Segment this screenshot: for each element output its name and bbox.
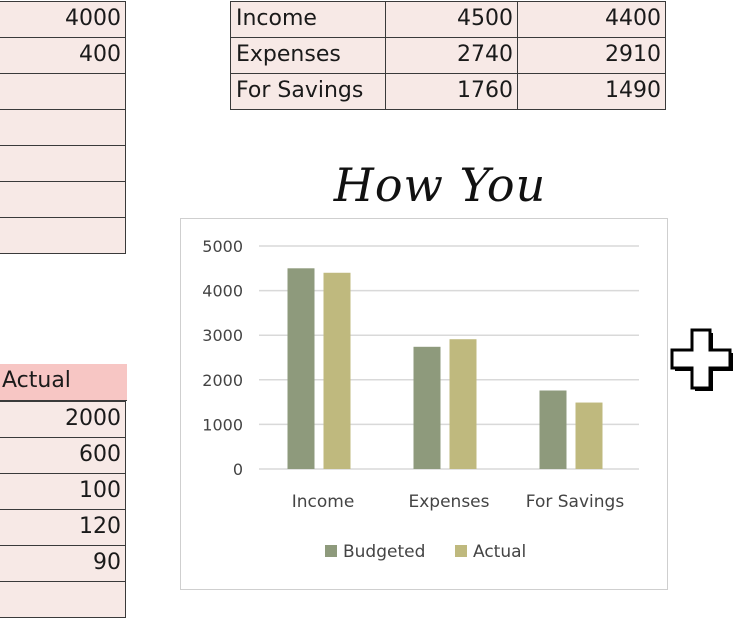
chart-area[interactable]: 0 1000 2000 3000 4000 5000 Income Expenses For S… [180,218,668,590]
legend-label: Actual [473,542,526,562]
bar-chart: 0 1000 2000 3000 4000 5000 Income Expenses For S… [202,237,639,562]
left-cell-r6[interactable] [0,181,126,218]
actual-header: Actual [0,364,127,401]
actual-cell-r5[interactable]: 90 [0,545,126,582]
summary-budgeted[interactable]: 2740 [385,37,518,74]
x-tick-label: Expenses [409,492,490,512]
actual-cell-r4[interactable]: 120 [0,509,126,546]
left-cell-r3[interactable] [0,73,126,110]
actual-cell-r1[interactable]: 2000 [0,401,126,438]
y-tick-label: 0 [233,460,243,479]
x-tick-label: For Savings [526,492,625,512]
y-tick-label: 2000 [202,371,243,390]
summary-label[interactable]: For Savings [230,73,386,110]
summary-label[interactable]: Income [230,1,386,38]
legend-label: Budgeted [343,542,425,562]
legend-swatch [455,545,467,557]
chart-title: How You Did [333,158,547,302]
left-cell-r2[interactable]: 400 [0,37,126,74]
left-cell-r4[interactable] [0,109,126,146]
bar-budgeted-expenses [413,346,441,469]
left-cell-r7[interactable] [0,217,126,254]
bar-budgeted-for-savings [539,390,567,469]
summary-budgeted[interactable]: 4500 [385,1,518,38]
y-tick-label: 5000 [202,237,243,256]
actual-cell-r3[interactable]: 100 [0,473,126,510]
summary-actual[interactable]: 1490 [517,73,666,110]
summary-actual[interactable]: 2910 [517,37,666,74]
left-cell-r1[interactable]: 4000 [0,1,126,38]
bar-budgeted-income [287,268,315,469]
summary-actual[interactable]: 4400 [517,1,666,38]
bar-actual-expenses [449,339,477,469]
bar-actual-for-savings [575,402,603,469]
legend-swatch [325,545,337,557]
bar-actual-income [323,272,351,469]
move-cursor-icon [666,324,738,396]
y-tick-label: 4000 [202,282,243,301]
summary-budgeted[interactable]: 1760 [385,73,518,110]
x-tick-label: Income [292,492,355,512]
left-cell-r5[interactable] [0,145,126,182]
summary-label[interactable]: Expenses [230,37,386,74]
y-tick-label: 3000 [202,326,243,345]
actual-cell-r2[interactable]: 600 [0,437,126,474]
y-tick-label: 1000 [202,415,243,434]
